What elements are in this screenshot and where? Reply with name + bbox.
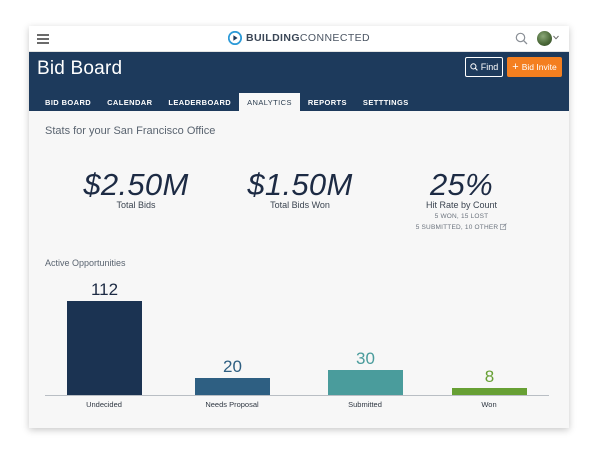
page-header: Bid Board Find + Bid Invite BID BOARD CA… — [29, 52, 569, 111]
bar-category-won: Won — [481, 400, 497, 409]
tab-calendar[interactable]: CALENDAR — [107, 97, 153, 107]
search-icon[interactable] — [515, 32, 528, 45]
top-bar: BUILDING CONNECTED — [29, 26, 569, 52]
bar-won[interactable] — [452, 388, 527, 395]
page-title: Bid Board — [37, 58, 123, 79]
brand-name-bold: BUILDING — [245, 32, 300, 44]
hit-rate-detail-submitted-other-text: 5 SUBMITTED, 10 OTHER — [415, 224, 499, 231]
total-won-label: Total Bids Won — [270, 200, 330, 210]
active-opportunities-chart: 112 Undecided 20 Needs Proposal 30 Submitted 8… — [29, 271, 569, 421]
active-opportunities-title: Active Opportunities — [45, 258, 126, 268]
chevron-down-icon[interactable] — [553, 35, 559, 40]
total-won-value: $1.50M — [247, 167, 353, 202]
bar-value-undecided: 112 — [90, 280, 119, 299]
tab-leaderboard[interactable]: LEADERBOARD — [168, 97, 232, 107]
stat-total-won: $1.50M Total Bids Won — [235, 167, 365, 211]
bid-invite-button[interactable]: + Bid Invite — [507, 57, 562, 77]
bar-undecided[interactable] — [67, 301, 142, 395]
bar-value-submitted: 30 — [356, 349, 375, 368]
app-window: BUILDING CONNECTED Bid Board Find + Bid I… — [29, 26, 569, 428]
total-bids-value: $2.50M — [83, 167, 189, 202]
find-button[interactable]: Find — [465, 57, 503, 77]
chart-baseline — [45, 395, 549, 396]
tab-analytics[interactable]: ANALYTICS — [239, 93, 300, 111]
tab-settings[interactable]: SETTTINGS — [362, 97, 409, 107]
bar-value-needs-proposal: 20 — [223, 357, 242, 376]
brand-logo[interactable]: BUILDING CONNECTED — [227, 31, 371, 45]
hamburger-icon[interactable] — [37, 34, 49, 44]
avatar[interactable] — [537, 31, 552, 46]
tab-bid-board[interactable]: BID BOARD — [45, 97, 92, 107]
tab-reports[interactable]: REPORTS — [307, 97, 347, 107]
bar-needs-proposal[interactable] — [195, 378, 270, 395]
total-bids-label: Total Bids — [116, 200, 156, 210]
hit-rate-value: 25% — [430, 167, 493, 202]
hit-rate-detail-submitted-other: 5 SUBMITTED, 10 OTHER — [399, 223, 524, 232]
find-button-label: Find — [480, 62, 499, 72]
brand-name-light: CONNECTED — [299, 32, 371, 44]
bar-value-won: 8 — [484, 367, 495, 386]
main-tabs: BID BOARD CALENDAR LEADERBOARD ANALYTICS… — [29, 85, 417, 111]
search-icon — [470, 63, 478, 71]
hit-rate-detail-won-lost: 5 WON, 15 LOST — [434, 213, 489, 220]
hit-rate-label: Hit Rate by Count — [425, 200, 498, 210]
stats-title: Stats for your San Francisco Office — [45, 125, 216, 137]
edit-icon[interactable] — [500, 223, 508, 230]
bar-category-submitted: Submitted — [348, 400, 382, 409]
bid-invite-label: Bid Invite — [521, 62, 557, 72]
plus-icon: + — [512, 61, 519, 73]
bar-category-needs-proposal: Needs Proposal — [205, 400, 259, 409]
stat-hit-rate: 25% Hit Rate by Count 5 WON, 15 LOST 5 S… — [399, 168, 524, 232]
building-connected-logo-icon — [227, 31, 242, 45]
bar-category-undecided: Undecided — [86, 400, 122, 409]
bar-submitted[interactable] — [328, 370, 403, 395]
stat-total-bids: $2.50M Total Bids — [71, 167, 201, 211]
